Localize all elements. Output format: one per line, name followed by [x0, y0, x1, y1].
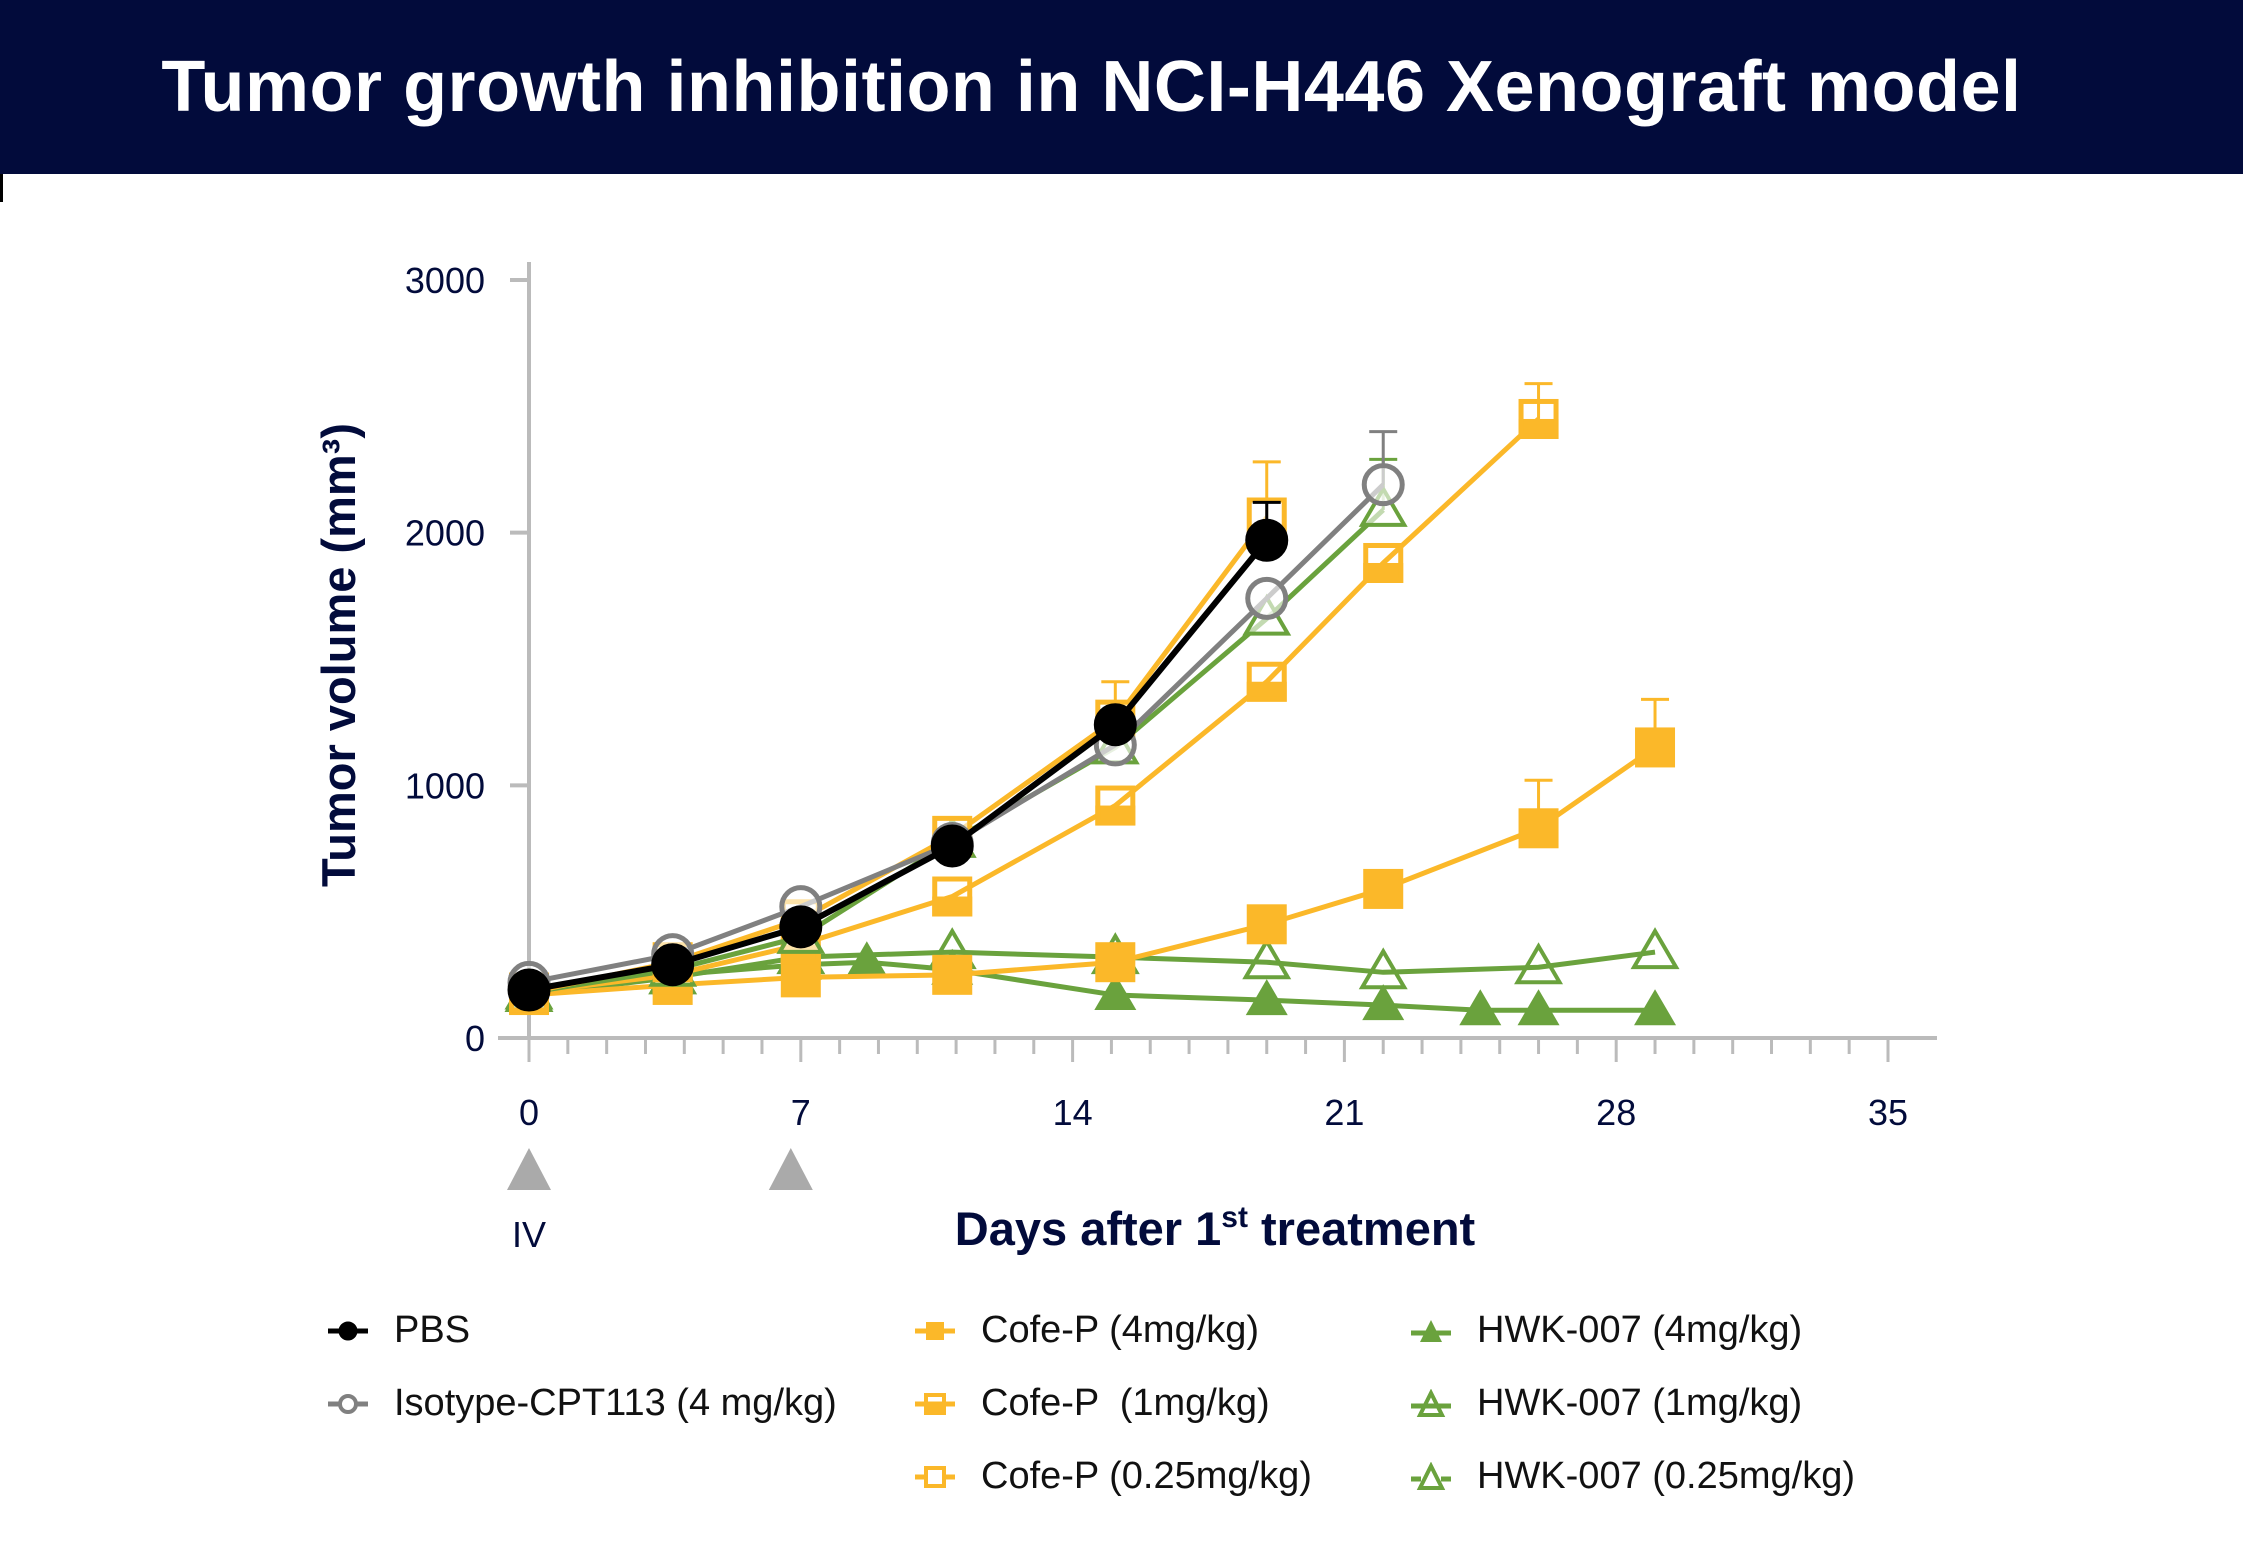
legend-item-cofe-1: Cofe-P (1mg/kg)	[913, 1382, 1270, 1425]
legend-marker-hwk-1	[1411, 1388, 1451, 1417]
legend-item-pbs: PBS	[326, 1309, 470, 1352]
title-bar: Tumor growth inhibition in NCI-H446 Xeno…	[0, 0, 2243, 174]
legend-marker-pbs	[328, 1321, 368, 1340]
data-point	[1094, 974, 1137, 1011]
legend-item-cofe-025: Cofe-P (0.25mg/kg)	[913, 1455, 1312, 1498]
legend-item-hwk-025: HWK-007 (0.25mg/kg)	[1409, 1455, 1855, 1498]
data-point	[779, 905, 823, 949]
data-point	[1363, 868, 1404, 909]
legend-label: HWK-007 (1mg/kg)	[1477, 1382, 1803, 1424]
legend-marker-hwk-4	[1411, 1319, 1451, 1342]
corner-tick	[0, 174, 3, 202]
x-tick-label: 7	[791, 1092, 811, 1133]
legend-label: Cofe-P (0.25mg/kg)	[981, 1455, 1312, 1497]
legend-label: HWK-007 (4mg/kg)	[1477, 1309, 1803, 1351]
data-point	[1245, 518, 1289, 562]
legend-item-cofe-4: Cofe-P (4mg/kg)	[913, 1309, 1259, 1352]
x-tick-label: 35	[1868, 1092, 1908, 1133]
series-layer	[504, 382, 1680, 1026]
data-point	[1630, 927, 1680, 970]
data-point	[1358, 484, 1408, 527]
data-point	[1517, 989, 1560, 1026]
series-line	[528, 516, 1269, 995]
legend-item-isotype: Isotype-CPT113 (4 mg/kg)	[326, 1382, 837, 1425]
series-0	[507, 500, 1289, 1012]
data-point	[1635, 727, 1676, 768]
dosing-arrow-icon	[507, 1148, 551, 1190]
data-point	[932, 876, 973, 917]
data-point	[1514, 942, 1564, 985]
page-title: Tumor growth inhibition in NCI-H446 Xeno…	[161, 47, 2022, 127]
legend-label: Cofe-P (1mg/kg)	[981, 1382, 1270, 1424]
data-point	[1245, 979, 1288, 1016]
x-tick-label: 0	[519, 1092, 539, 1133]
dosing-label: IV	[512, 1214, 546, 1255]
legend-label: Isotype-CPT113 (4 mg/kg)	[394, 1382, 837, 1424]
x-axis-label-sup: st	[1221, 1201, 1248, 1234]
legend-label: Cofe-P (4mg/kg)	[981, 1309, 1260, 1351]
legend-marker-isotype	[328, 1393, 368, 1414]
data-point	[1518, 398, 1559, 439]
data-point	[507, 968, 551, 1012]
data-point	[1245, 576, 1289, 620]
y-axis-label: Tumor volume (mm³)	[312, 423, 365, 887]
series-4	[509, 460, 1287, 1013]
y-tick-label: 0	[465, 1018, 485, 1059]
y-tick-label: 3000	[405, 260, 485, 301]
legend-marker-hwk-025	[1411, 1461, 1451, 1490]
legend-marker-cofe-025	[915, 1465, 955, 1488]
legend-marker-cofe-4	[915, 1321, 955, 1340]
x-tick-label: 28	[1596, 1092, 1636, 1133]
y-tick-label: 1000	[405, 765, 485, 806]
data-point	[1363, 542, 1404, 583]
x-axis-label: Days after 1st treatment	[955, 1201, 1476, 1255]
x-tick-label: 14	[1053, 1092, 1093, 1133]
data-point	[1246, 904, 1287, 945]
legend-item-hwk-4: HWK-007 (4mg/kg)	[1409, 1309, 1802, 1352]
data-point	[1518, 808, 1559, 849]
y-tick-label: 2000	[405, 513, 485, 554]
series-line	[528, 538, 1270, 993]
x-tick-label: 21	[1324, 1092, 1364, 1133]
legend-marker-cofe-1	[915, 1392, 955, 1415]
series-2	[509, 697, 1676, 1016]
data-point	[1093, 703, 1137, 747]
data-point	[1361, 463, 1405, 507]
data-point	[932, 954, 973, 995]
data-point	[651, 943, 695, 987]
data-point	[845, 941, 888, 978]
data-point	[1242, 937, 1292, 980]
x-axis-label-tail: treatment	[1248, 1202, 1476, 1255]
data-point	[1095, 785, 1136, 826]
axes: 0 1000 2000 3000 0 7 14 21 28 35 IV	[405, 260, 1937, 1255]
x-axis-label-main: Days after 1	[955, 1202, 1222, 1255]
data-point	[1459, 989, 1502, 1026]
legend-item-hwk-1: HWK-007 (1mg/kg)	[1409, 1382, 1802, 1425]
dosing-arrow-icon	[768, 1148, 813, 1190]
data-point	[1634, 989, 1677, 1026]
data-point	[1095, 942, 1136, 983]
legend-label: HWK-007 (0.25mg/kg)	[1477, 1455, 1856, 1497]
data-point	[1246, 661, 1287, 702]
data-point	[930, 824, 974, 868]
data-point	[1362, 984, 1405, 1021]
legend-label: PBS	[394, 1309, 471, 1351]
